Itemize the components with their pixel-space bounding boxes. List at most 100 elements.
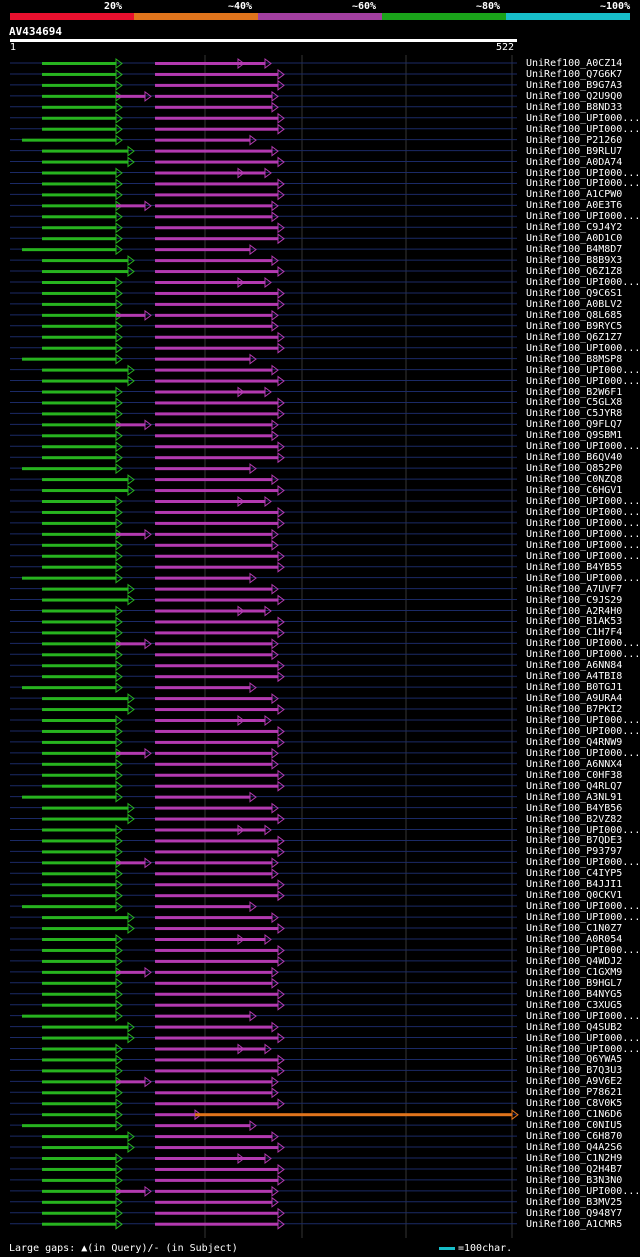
hit-label-link[interactable]: UniRef100_UPI000...: [526, 277, 640, 288]
hit-label-link[interactable]: UniRef100_UPI000...: [526, 1032, 640, 1044]
hit-label-link[interactable]: UniRef100_Q9C6S1: [526, 287, 623, 299]
hit-label-link[interactable]: UniRef100_C1GXM9: [526, 966, 623, 978]
hit-label-link[interactable]: UniRef100_A0E3T6: [526, 200, 623, 212]
hit-label-link[interactable]: UniRef100_C1H7F4: [526, 627, 623, 639]
hit-label-link[interactable]: UniRef100_Q948Y7: [526, 1207, 623, 1219]
hit-label-link[interactable]: UniRef100_A1CPW0: [526, 189, 623, 201]
hit-label-link[interactable]: UniRef100_B2W6F1: [526, 386, 623, 398]
hit-label-link[interactable]: UniRef100_Q9FLQ7: [526, 419, 623, 431]
hit-label-link[interactable]: UniRef100_UPI000...: [526, 506, 640, 518]
hit-label-link[interactable]: UniRef100_B4YB56: [526, 802, 623, 814]
hit-label-link[interactable]: UniRef100_C0NIU5: [526, 1120, 623, 1132]
hit-label-link[interactable]: UniRef100_UPI000...: [526, 1043, 640, 1055]
hit-label-link[interactable]: UniRef100_Q4WDJ2: [526, 955, 623, 967]
hit-label-link[interactable]: UniRef100_C6HGV1: [526, 485, 623, 497]
hit-label-link[interactable]: UniRef100_C5GLX8: [526, 397, 623, 409]
hit-label-link[interactable]: UniRef100_A6NNX4: [526, 758, 623, 770]
hit-label-link[interactable]: UniRef100_A0DA74: [526, 156, 623, 168]
hit-label-link[interactable]: UniRef100_UPI000...: [526, 901, 640, 913]
hit-label-link[interactable]: UniRef100_B8B9X3: [526, 255, 623, 267]
hit-label-link[interactable]: UniRef100_B8MSP8: [526, 353, 623, 365]
hit-label-link[interactable]: UniRef100_B3N3N0: [526, 1174, 623, 1186]
hit-label-link[interactable]: UniRef100_A3NL91: [526, 791, 623, 803]
hit-label-link[interactable]: UniRef100_Q8L685: [526, 309, 623, 321]
hit-label-link[interactable]: UniRef100_B3MV25: [526, 1196, 623, 1208]
hit-label-link[interactable]: UniRef100_B0TGJ1: [526, 682, 623, 694]
hit-label-link[interactable]: UniRef100_UPI000...: [526, 912, 640, 924]
hit-label-link[interactable]: UniRef100_UPI000...: [526, 747, 640, 759]
hit-label-link[interactable]: UniRef100_A6NN84: [526, 660, 623, 672]
hit-label-link[interactable]: UniRef100_B9HGL7: [526, 977, 623, 989]
hit-label-link[interactable]: UniRef100_UPI000...: [526, 342, 640, 354]
hit-label-link[interactable]: UniRef100_A0CZ14: [526, 58, 623, 69]
hit-label-link[interactable]: UniRef100_A9URA4: [526, 693, 623, 705]
hit-label-link[interactable]: UniRef100_B4M8D7: [526, 244, 623, 256]
hit-label-link[interactable]: UniRef100_UPI000...: [526, 649, 640, 661]
hit-label-link[interactable]: UniRef100_C5JYR8: [526, 408, 623, 420]
hit-label-link[interactable]: UniRef100_A4TBI8: [526, 671, 623, 683]
hit-label-link[interactable]: UniRef100_B9G7A3: [526, 79, 623, 91]
hit-label-link[interactable]: UniRef100_UPI000...: [526, 364, 640, 376]
hit-label-link[interactable]: UniRef100_UPI000...: [526, 112, 640, 124]
hit-label-link[interactable]: UniRef100_UPI000...: [526, 824, 640, 836]
hit-label-link[interactable]: UniRef100_UPI000...: [526, 638, 640, 650]
hit-label-link[interactable]: UniRef100_C1N2H9: [526, 1153, 623, 1164]
hit-label-link[interactable]: UniRef100_B4YB55: [526, 561, 623, 573]
hit-label-link[interactable]: UniRef100_C0NZQ8: [526, 474, 623, 486]
hit-label-link[interactable]: UniRef100_B1AK53: [526, 616, 623, 628]
hit-label-link[interactable]: UniRef100_UPI000...: [526, 1185, 640, 1197]
hit-label-link[interactable]: UniRef100_Q0CKV1: [526, 890, 623, 902]
hit-label-link[interactable]: UniRef100_Q2H4B7: [526, 1163, 623, 1175]
hit-label-link[interactable]: UniRef100_Q6Z1Z7: [526, 331, 623, 343]
hit-label-link[interactable]: UniRef100_A0BLV2: [526, 298, 623, 310]
hit-label-link[interactable]: UniRef100_B8ND33: [526, 101, 623, 113]
hit-label-link[interactable]: UniRef100_Q4RNW9: [526, 736, 623, 748]
hit-label-link[interactable]: UniRef100_C9JS29: [526, 594, 623, 606]
hit-label-link[interactable]: UniRef100_UPI000...: [526, 496, 640, 507]
hit-label-link[interactable]: UniRef100_UPI000...: [526, 715, 640, 726]
hit-label-link[interactable]: UniRef100_UPI000...: [526, 517, 640, 529]
hit-label-link[interactable]: UniRef100_C3XUG5: [526, 999, 623, 1011]
hit-label-link[interactable]: UniRef100_A1CMR5: [526, 1218, 623, 1230]
hit-label-link[interactable]: UniRef100_P78621: [526, 1087, 623, 1099]
hit-label-link[interactable]: UniRef100_UPI000...: [526, 725, 640, 737]
hit-label-link[interactable]: UniRef100_P93797: [526, 846, 623, 858]
hit-label-link[interactable]: UniRef100_Q2U9Q0: [526, 90, 623, 102]
hit-label-link[interactable]: UniRef100_C9J4Y2: [526, 222, 623, 234]
hit-label-link[interactable]: UniRef100_UPI000...: [526, 375, 640, 387]
hit-label-link[interactable]: UniRef100_B2VZ82: [526, 813, 623, 825]
hit-label-link[interactable]: UniRef100_B6QV40: [526, 452, 623, 464]
hit-label-link[interactable]: UniRef100_B9RYC5: [526, 320, 623, 332]
hit-label-link[interactable]: UniRef100_C0HF38: [526, 769, 623, 781]
hit-label-link[interactable]: UniRef100_Q4SUB2: [526, 1021, 623, 1033]
hit-label-link[interactable]: UniRef100_UPI000...: [526, 572, 640, 584]
hit-label-link[interactable]: UniRef100_P21260: [526, 134, 623, 146]
hit-label-link[interactable]: UniRef100_A9V6E2: [526, 1076, 623, 1088]
hit-label-link[interactable]: UniRef100_A2R4H0: [526, 605, 623, 617]
hit-label-link[interactable]: UniRef100_Q9SBM1: [526, 430, 623, 442]
hit-label-link[interactable]: UniRef100_Q6YWA5: [526, 1054, 623, 1066]
hit-label-link[interactable]: UniRef100_UPI000...: [526, 178, 640, 190]
hit-label-link[interactable]: UniRef100_UPI000...: [526, 211, 640, 223]
hit-label-link[interactable]: UniRef100_Q4RLQ7: [526, 780, 623, 792]
hit-label-link[interactable]: UniRef100_UPI000...: [526, 539, 640, 551]
hit-label-link[interactable]: UniRef100_C6H870: [526, 1131, 623, 1143]
hit-label-link[interactable]: UniRef100_Q6Z1Z8: [526, 266, 623, 278]
hit-label-link[interactable]: UniRef100_UPI000...: [526, 857, 640, 869]
hit-label-link[interactable]: UniRef100_UPI000...: [526, 123, 640, 135]
hit-label-link[interactable]: UniRef100_UPI000...: [526, 1010, 640, 1022]
hit-label-link[interactable]: UniRef100_C1N6D6: [526, 1109, 623, 1121]
hit-label-link[interactable]: UniRef100_A0D1C0: [526, 233, 623, 245]
hit-label-link[interactable]: UniRef100_UPI000...: [526, 944, 640, 956]
hit-label-link[interactable]: UniRef100_B4JJI1: [526, 879, 623, 891]
hit-label-link[interactable]: UniRef100_A7UVF7: [526, 583, 623, 595]
hit-label-link[interactable]: UniRef100_Q4A2S6: [526, 1142, 623, 1154]
hit-label-link[interactable]: UniRef100_B7Q3U3: [526, 1065, 623, 1077]
hit-label-link[interactable]: UniRef100_Q7G6K7: [526, 68, 623, 80]
hit-label-link[interactable]: UniRef100_UPI000...: [526, 528, 640, 540]
hit-label-link[interactable]: UniRef100_C1N0Z7: [526, 923, 623, 935]
hit-label-link[interactable]: UniRef100_UPI000...: [526, 441, 640, 453]
hit-label-link[interactable]: UniRef100_B7PKI2: [526, 704, 623, 716]
hit-label-link[interactable]: UniRef100_A0R054: [526, 934, 623, 945]
hit-label-link[interactable]: UniRef100_B9RLU7: [526, 145, 623, 157]
